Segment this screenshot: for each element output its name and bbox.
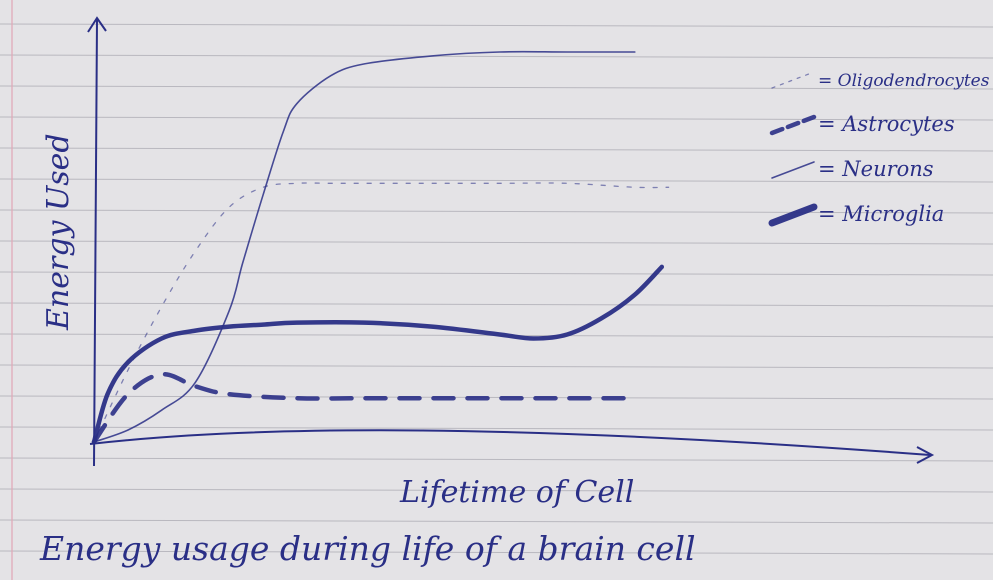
- legend-swatch: [771, 71, 815, 89]
- x-axis-arrow: [916, 446, 935, 464]
- chart-caption: Energy usage during life of a brain cell: [39, 529, 696, 568]
- y-axis-line: [93, 19, 98, 467]
- ruled-line: [0, 519, 993, 524]
- ruled-line: [0, 302, 993, 307]
- ruled-line: [0, 488, 993, 493]
- ruled-line: [0, 457, 993, 462]
- x-axis-label: Lifetime of Cell: [399, 475, 634, 510]
- y-axis-label: Energy Used: [41, 133, 76, 331]
- ruled-line: [0, 116, 993, 121]
- legend-label: = Microglia: [818, 202, 944, 226]
- ruled-line: [0, 240, 993, 245]
- chart-axes: [87, 16, 935, 467]
- x-axis-line: [89, 429, 931, 456]
- series-line-dashed: [91, 372, 638, 445]
- legend-label: = Oligodendrocytes: [818, 71, 990, 91]
- ruled-line: [0, 147, 993, 152]
- series-line-thin: [93, 50, 636, 443]
- series-layer: [91, 50, 670, 445]
- series-line-dotted: [93, 182, 670, 443]
- series-line-thick: [91, 264, 665, 445]
- ruled-line: [0, 395, 993, 400]
- ruled-line: [0, 271, 993, 276]
- ruled-line: [0, 54, 993, 59]
- ruled-line: [0, 85, 993, 90]
- legend: = Oligodendrocytes = Astrocytes = Neurons =…: [768, 71, 990, 227]
- ruled-line: [0, 209, 993, 214]
- legend-label: = Astrocytes: [818, 112, 955, 136]
- legend-label: = Neurons: [818, 157, 934, 181]
- ruled-line: [0, 364, 993, 369]
- ruled-line: [0, 426, 993, 431]
- y-axis-arrow: [87, 16, 107, 33]
- ruled-line: [0, 178, 993, 183]
- legend-swatch: [771, 161, 815, 179]
- legend-swatch: [769, 114, 817, 136]
- legend-swatch: [768, 203, 818, 227]
- ruled-line: [0, 550, 993, 555]
- ruled-line: [0, 23, 993, 28]
